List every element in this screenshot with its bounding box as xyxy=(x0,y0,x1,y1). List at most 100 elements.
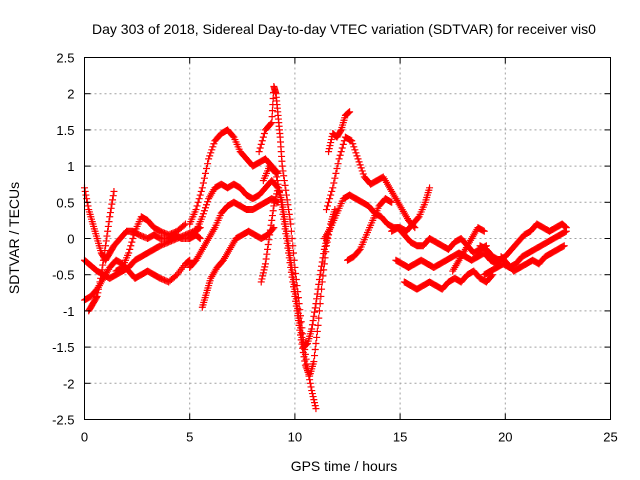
data-point xyxy=(209,143,217,151)
data-point xyxy=(100,251,108,259)
data-point xyxy=(308,325,316,333)
data-point xyxy=(103,232,111,240)
data-point xyxy=(284,201,292,209)
data-point xyxy=(98,266,106,274)
data-point xyxy=(301,357,309,365)
data-point xyxy=(284,237,292,245)
series-sat-u xyxy=(480,227,570,279)
data-point xyxy=(285,206,293,214)
data-point xyxy=(206,152,214,160)
data-point xyxy=(199,179,207,187)
data-point xyxy=(561,228,569,236)
data-point xyxy=(196,235,204,242)
data-point xyxy=(344,109,352,117)
data-layer xyxy=(81,82,570,413)
data-point xyxy=(559,242,567,250)
y-tick-label: -2 xyxy=(63,376,75,391)
data-point xyxy=(318,258,326,266)
data-point xyxy=(327,139,335,147)
data-point xyxy=(84,202,92,210)
y-tick-label: -0.5 xyxy=(52,268,74,283)
x-tick-label: 5 xyxy=(186,430,193,445)
data-point xyxy=(203,201,211,209)
data-point xyxy=(283,232,291,240)
data-point xyxy=(329,184,337,192)
data-point xyxy=(309,393,317,401)
data-point xyxy=(308,390,316,398)
data-point xyxy=(95,282,103,290)
data-point xyxy=(322,206,330,214)
data-point xyxy=(327,136,335,144)
data-point xyxy=(93,292,101,300)
data-point xyxy=(263,250,271,258)
data-point xyxy=(106,209,114,217)
data-point xyxy=(302,341,310,349)
data-point xyxy=(315,314,323,322)
data-point xyxy=(268,119,276,127)
data-point xyxy=(351,146,359,154)
data-point xyxy=(353,152,361,160)
data-point xyxy=(278,162,286,170)
data-point xyxy=(200,207,208,215)
data-point xyxy=(271,196,279,204)
data-point xyxy=(259,133,267,141)
data-point xyxy=(337,148,345,156)
data-point xyxy=(286,215,294,223)
data-point xyxy=(414,214,422,222)
data-point xyxy=(313,290,321,298)
data-point xyxy=(256,144,264,152)
y-tick-label: 2.5 xyxy=(56,51,74,66)
data-point xyxy=(198,184,206,192)
data-point xyxy=(320,245,328,253)
data-point xyxy=(331,206,339,214)
data-point xyxy=(355,247,363,255)
data-point xyxy=(297,329,305,337)
data-point xyxy=(319,254,327,262)
data-point xyxy=(339,140,347,148)
data-point xyxy=(266,226,274,234)
data-point xyxy=(562,227,570,235)
data-point xyxy=(268,113,276,121)
data-point xyxy=(229,132,237,140)
data-point xyxy=(82,191,90,199)
data-point xyxy=(295,314,303,322)
data-point xyxy=(336,151,344,159)
data-point xyxy=(314,285,322,293)
chart-title: Day 303 of 2018, Sidereal Day-to-day VTE… xyxy=(92,21,596,37)
data-point xyxy=(194,198,202,206)
data-point xyxy=(310,312,318,320)
y-tick-label: 1.5 xyxy=(56,123,74,138)
data-point xyxy=(480,227,488,235)
series-sat-k xyxy=(259,162,339,380)
data-point xyxy=(260,130,268,138)
data-point xyxy=(125,249,133,257)
data-point xyxy=(296,319,304,327)
data-point xyxy=(311,352,319,360)
data-point xyxy=(316,271,324,279)
data-point xyxy=(426,184,434,192)
data-point xyxy=(208,146,216,154)
data-point xyxy=(258,275,266,283)
data-point xyxy=(204,198,212,206)
data-point xyxy=(285,210,293,218)
series-sat-g xyxy=(186,177,282,242)
data-point xyxy=(327,191,335,199)
data-point xyxy=(282,222,290,230)
data-point xyxy=(321,242,329,250)
data-point xyxy=(312,300,320,308)
data-point xyxy=(313,333,321,341)
data-point xyxy=(290,280,298,288)
data-point xyxy=(288,266,296,274)
y-tick-label: 1 xyxy=(67,159,74,174)
data-point xyxy=(191,228,199,236)
data-point xyxy=(280,172,288,180)
data-point xyxy=(294,309,302,317)
series-sat-e xyxy=(112,213,189,275)
data-point xyxy=(207,149,215,157)
x-tick-label: 25 xyxy=(603,430,617,445)
data-point xyxy=(334,160,342,168)
data-point xyxy=(318,262,326,270)
data-point xyxy=(193,202,201,210)
data-point xyxy=(387,198,395,206)
